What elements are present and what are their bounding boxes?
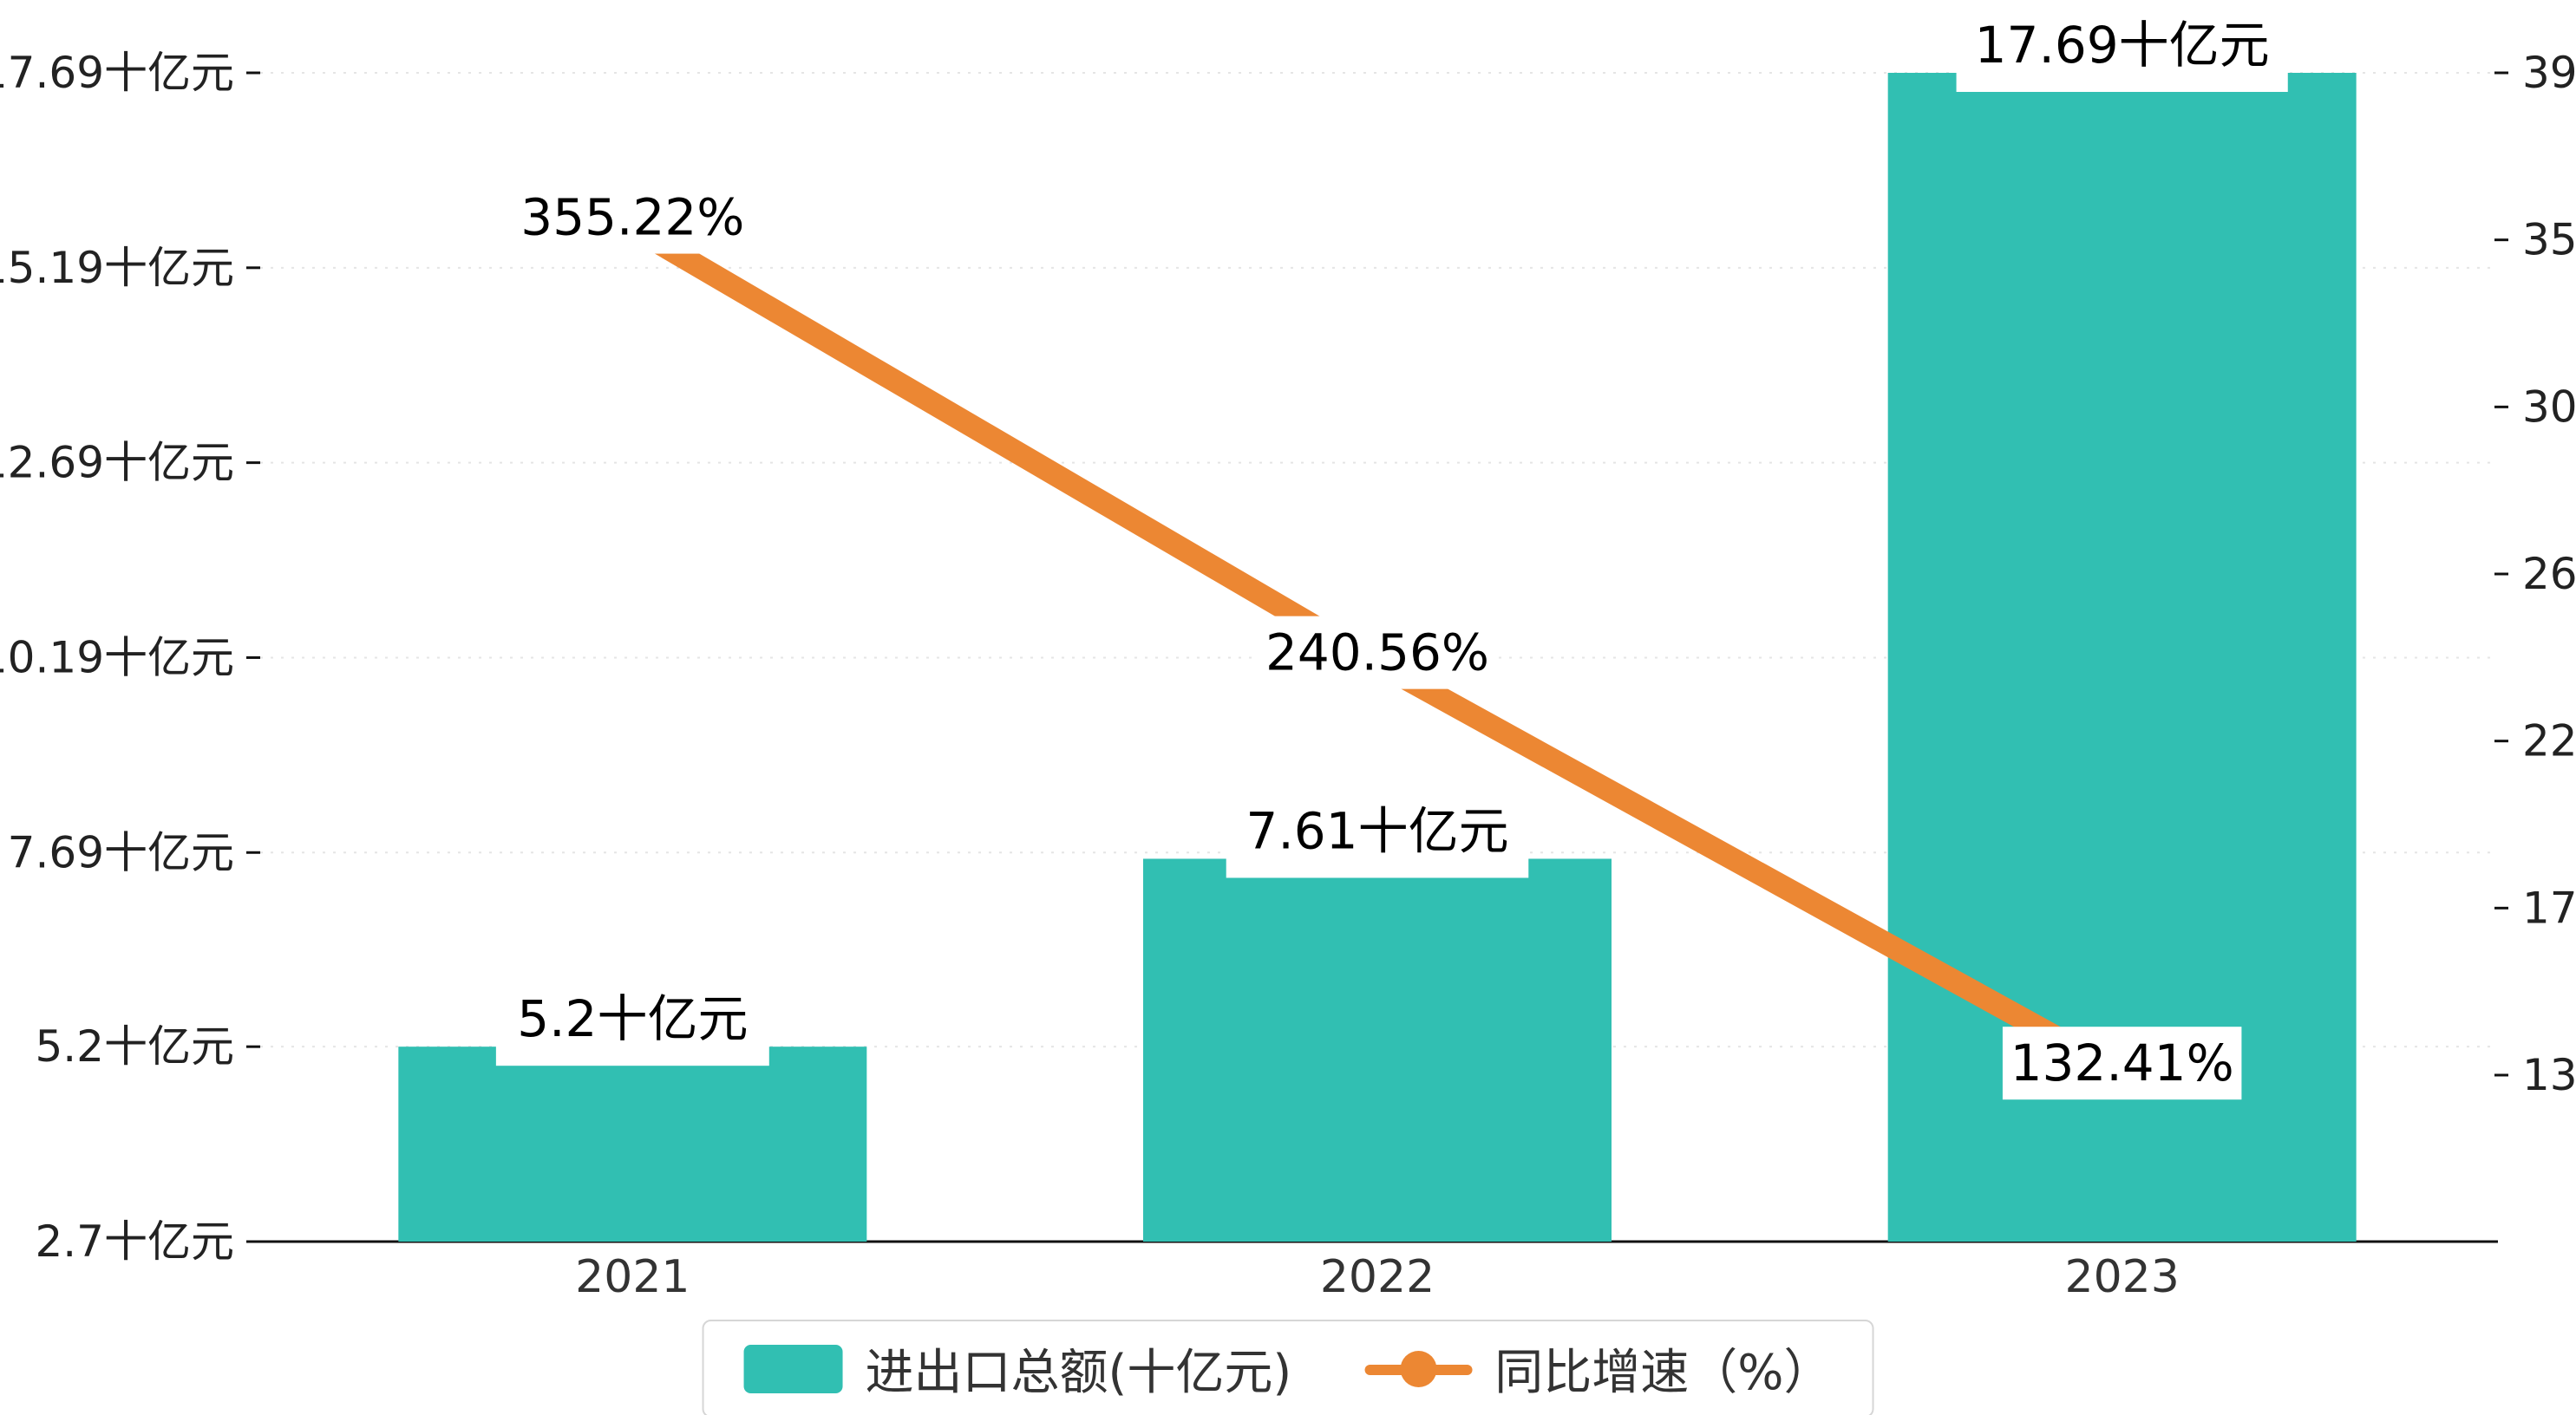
line-label-box [1258, 616, 1497, 689]
left-tick-label: 2.7十亿元 [35, 1216, 234, 1267]
legend-item-total[interactable]: 进出口总额(十亿元) [743, 1333, 1292, 1404]
line-label-box [513, 180, 753, 254]
left-tick-label: 7.69十亿元 [8, 827, 234, 877]
line-marker-dot [1400, 1350, 1437, 1387]
line-series-marker-icon [1364, 1345, 1473, 1393]
right-tick-label: 132 [2522, 1050, 2576, 1100]
bar-label-box [1956, 17, 2288, 92]
bar-label-2022: 7.61十亿元 [1246, 801, 1508, 860]
right-tick-label: 308 [2522, 381, 2576, 432]
line-label-2023: 132.41% [2010, 1034, 2234, 1092]
left-tick-label: 10.19十亿元 [0, 632, 234, 682]
bar-series-swatch-icon [743, 1344, 843, 1393]
x-tick-label-2022: 2022 [1320, 1251, 1435, 1303]
line-label-box [2002, 1027, 2242, 1100]
left-tick-label: 12.69十亿元 [0, 438, 234, 488]
bar-label-box [495, 991, 769, 1066]
left-tick-label: 17.69十亿元 [0, 48, 234, 98]
right-tick-label: 264 [2522, 549, 2576, 599]
left-tick-label: 15.19十亿元 [0, 243, 234, 293]
bar-label-2021: 5.2十亿元 [517, 989, 748, 1048]
legend-item-growth[interactable]: 同比增速（%） [1364, 1333, 1832, 1404]
legend-label-growth: 同比增速（%） [1494, 1345, 1833, 1401]
right-tick-label: 396 [2522, 48, 2576, 98]
legend-label-total: 进出口总额(十亿元) [865, 1345, 1292, 1401]
x-tick-label-2021: 2021 [575, 1251, 690, 1303]
chart-legend: 进出口总额(十亿元) 同比增速（%） [702, 1320, 1874, 1415]
bar-2022[interactable] [1143, 858, 1612, 1242]
right-tick-label: 352 [2522, 215, 2576, 265]
line-label-2022: 240.56% [1265, 623, 1489, 682]
bar-label-box [1226, 803, 1529, 878]
right-tick-label: 176 [2522, 883, 2576, 933]
right-tick-label: 220 [2522, 716, 2576, 766]
line-label-2021: 355.22% [520, 188, 744, 247]
bar-2021[interactable] [398, 1047, 867, 1242]
x-tick-label-2023: 2023 [2064, 1251, 2179, 1303]
bar-label-2023: 17.69十亿元 [1975, 16, 2270, 75]
left-tick-label: 5.2十亿元 [35, 1021, 234, 1072]
